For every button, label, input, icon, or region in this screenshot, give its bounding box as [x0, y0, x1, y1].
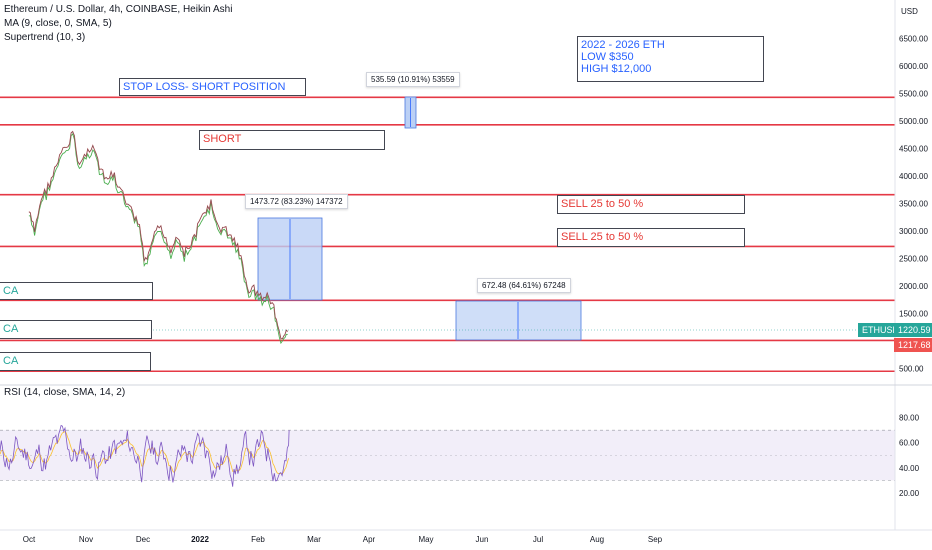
- price-tick-label: 4500.00: [899, 145, 928, 154]
- forecast-line-3: HIGH $12,000: [581, 63, 652, 75]
- ma-line: [28, 132, 288, 345]
- dca-label-1[interactable]: CA: [0, 282, 153, 300]
- time-tick-label: May: [418, 535, 433, 544]
- price-tick-label: 3000.00: [899, 227, 928, 236]
- price-tick-label: 500.00: [899, 365, 924, 374]
- currency-label: USD: [901, 7, 918, 16]
- short-label[interactable]: SHORT: [199, 130, 385, 150]
- price-tick-label: 5000.00: [899, 117, 928, 126]
- stop-loss-label[interactable]: STOP LOSS- SHORT POSITION: [119, 78, 306, 96]
- price-series: [0, 130, 895, 345]
- price-tick-label: 6500.00: [899, 35, 928, 44]
- time-tick-label: Jun: [476, 535, 489, 544]
- price-tick-label: 1500.00: [899, 310, 928, 319]
- measure-rect-3: [455, 300, 582, 341]
- second-price-tag: 1217.68: [894, 338, 932, 352]
- price-tick-label: 2000.00: [899, 282, 928, 291]
- time-tick-label: 2022: [191, 535, 209, 544]
- rsi-panel: [0, 424, 895, 487]
- time-tick-label: Feb: [251, 535, 265, 544]
- rsi-ma-line: [0, 430, 289, 475]
- price-tick-label: 5500.00: [899, 90, 928, 99]
- rsi-tick-label: 20.00: [899, 489, 920, 498]
- forecast-line-2: LOW $350: [581, 51, 634, 63]
- ma-legend[interactable]: MA (9, close, 0, SMA, 5): [4, 18, 112, 29]
- time-tick-label: Sep: [648, 535, 663, 544]
- rsi-tick-label: 40.00: [899, 464, 920, 473]
- forecast-line-1: 2022 - 2026 ETH: [581, 39, 665, 51]
- dca-label-3[interactable]: CA: [0, 352, 151, 371]
- time-tick-label: Jul: [533, 535, 543, 544]
- sell-label-2[interactable]: SELL 25 to 50 %: [557, 228, 745, 247]
- supertrend-legend[interactable]: Supertrend (10, 3): [4, 32, 86, 43]
- time-tick-label: Nov: [79, 535, 93, 544]
- price-tick-label: 2500.00: [899, 255, 928, 264]
- forecast-box[interactable]: 2022 - 2026 ETH LOW $350 HIGH $12,000: [577, 36, 764, 82]
- time-tick-label: Apr: [363, 535, 376, 544]
- time-tick-label: Oct: [23, 535, 36, 544]
- symbol-legend[interactable]: Ethereum / U.S. Dollar, 4h, COINBASE, He…: [4, 4, 233, 15]
- rsi-tick-label: 80.00: [899, 414, 920, 423]
- price-tick-label: 3500.00: [899, 200, 928, 209]
- price-line: [28, 130, 288, 340]
- sell-label-1[interactable]: SELL 25 to 50 %: [557, 195, 745, 214]
- measure-label-2[interactable]: 1473.72 (83.23%) 147372: [245, 194, 348, 209]
- time-tick-label: Mar: [307, 535, 321, 544]
- measure-label-1[interactable]: 535.59 (10.91%) 53559: [366, 72, 460, 87]
- price-tick-label: 6000.00: [899, 62, 928, 71]
- time-tick-label: Aug: [590, 535, 604, 544]
- rsi-tick-label: 60.00: [899, 439, 920, 448]
- measure-rectangles: [257, 96, 582, 341]
- dca-label-2[interactable]: CA: [0, 320, 152, 339]
- rsi-line: [0, 424, 290, 487]
- rsi-legend[interactable]: RSI (14, close, SMA, 14, 2): [4, 387, 126, 398]
- price-tick-label: 4000.00: [899, 172, 928, 181]
- last-price-tag: 1220.59: [894, 323, 932, 337]
- measure-label-3[interactable]: 672.48 (64.61%) 67248: [477, 278, 571, 293]
- horizontal-levels: [0, 96, 895, 373]
- time-tick-label: Dec: [136, 535, 150, 544]
- supertrend-line: [28, 130, 289, 340]
- symbol-tag: ETHUSD: [858, 323, 904, 337]
